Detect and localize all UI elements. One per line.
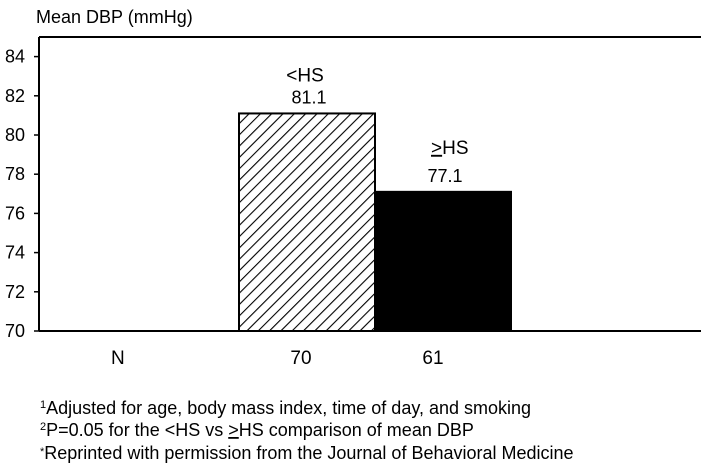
bar-series-label: >HS (431, 138, 469, 159)
y-tick-label: 82 (5, 86, 25, 106)
n-row-label: N (111, 348, 125, 369)
bar-labels: 81.1<HS 77.1 >HS (286, 65, 468, 185)
bar-value-label: 81.1 (291, 87, 326, 107)
bars (238, 112, 512, 332)
bar-series-label: <HS (286, 65, 324, 86)
y-tick-label: 80 (5, 125, 25, 145)
y-tick-label: 70 (5, 321, 25, 341)
footnote-1: 1Adjusted for age, body mass index, time… (40, 398, 531, 418)
y-ticks: 70 72 74 76 78 80 82 84 (5, 47, 39, 341)
bar-below-hs (238, 112, 376, 332)
n-value: 70 (290, 348, 311, 369)
y-tick-label: 76 (5, 203, 25, 223)
n-values: 70 61 (290, 348, 443, 369)
bar-at-or-above-hs (374, 190, 512, 332)
footnote-3: *Reprinted with permission from the Jour… (40, 443, 574, 463)
y-tick-label: 84 (5, 47, 25, 67)
y-axis-title: Mean DBP (mmHg) (36, 7, 193, 27)
y-tick-label: 74 (5, 243, 25, 263)
n-value: 61 (422, 348, 443, 369)
y-tick-label: 78 (5, 164, 25, 184)
bar-value-label: 77.1 (427, 166, 462, 186)
footnote-2: 2P=0.05 for the <HS vs >HS comparison of… (40, 420, 474, 440)
y-tick-label: 72 (5, 282, 25, 302)
